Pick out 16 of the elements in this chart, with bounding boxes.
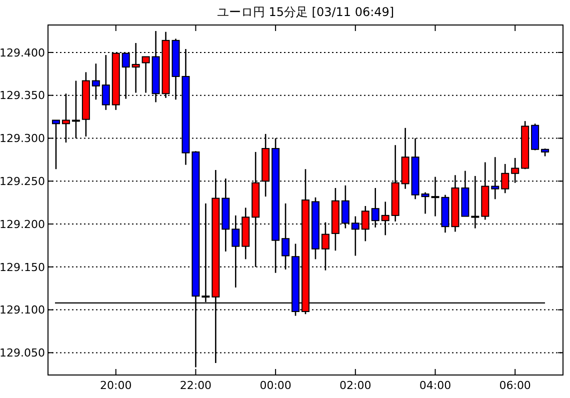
- x-tick-label: 22:00: [180, 379, 212, 392]
- x-tick-label: 04:00: [419, 379, 452, 392]
- x-tick-label: 06:00: [499, 379, 531, 392]
- y-tick-label: 129.100: [0, 304, 45, 317]
- x-tick-label: 00:00: [260, 379, 292, 392]
- chart-title: ユーロ円 15分足 [03/11 06:49]: [216, 5, 394, 19]
- y-tick-label: 129.050: [0, 346, 45, 360]
- y-tick-label: 129.400: [0, 46, 45, 60]
- y-tick-label: 129.150: [0, 260, 45, 274]
- y-tick-label: 129.200: [0, 218, 45, 231]
- y-tick-label: 129.300: [0, 132, 45, 146]
- x-tick-label: 20:00: [100, 379, 132, 392]
- y-tick-label: 129.350: [0, 89, 45, 102]
- y-tick-label: 129.250: [0, 174, 45, 188]
- x-tick-label: 02:00: [340, 379, 372, 392]
- candlestick: [142, 56, 150, 94]
